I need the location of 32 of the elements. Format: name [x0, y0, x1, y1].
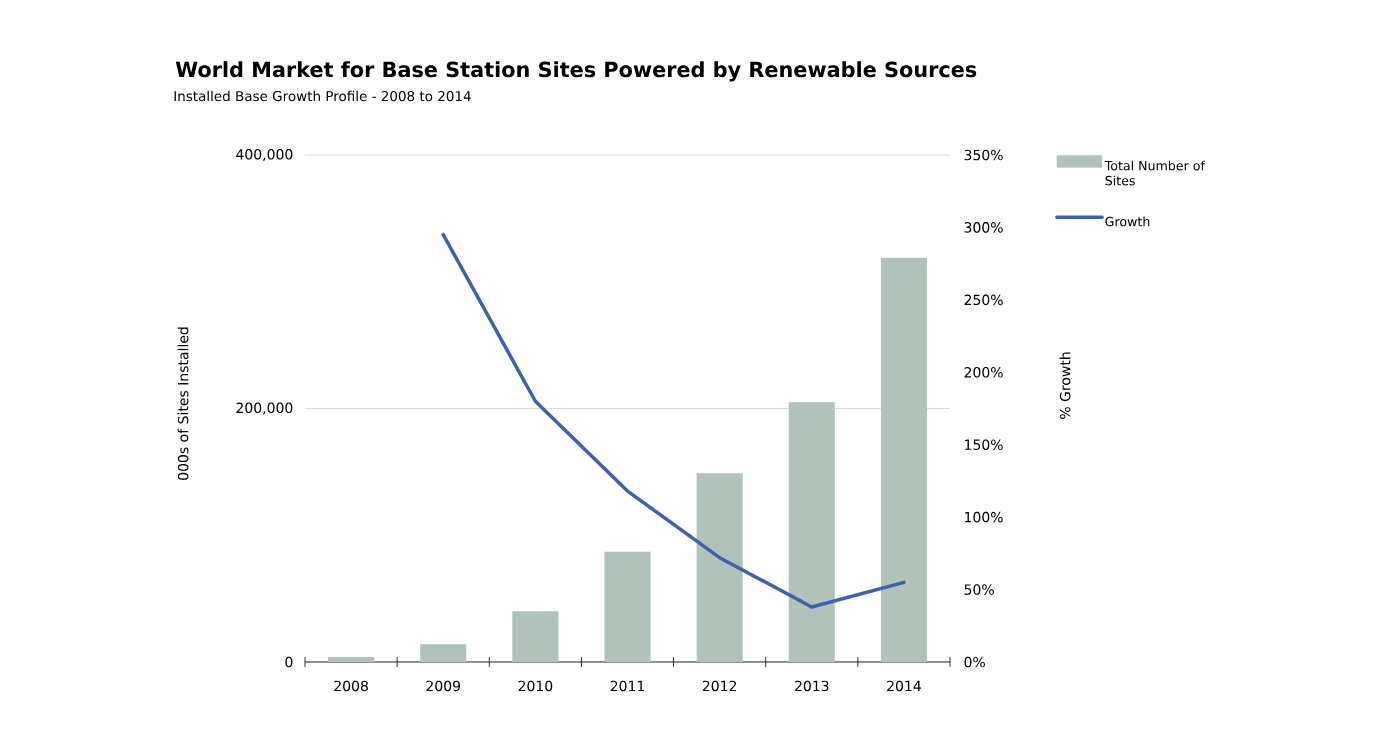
y-axis-title: 000s of Sites Installed — [177, 327, 189, 480]
x-tick-label: 2008 — [334, 680, 368, 692]
x-tick-label: 2010 — [518, 680, 553, 692]
y-tick-label: 400,000 — [236, 148, 293, 162]
bar — [696, 473, 743, 662]
y2-tick-label: 150% — [965, 439, 1003, 451]
legend-label: Growth — [1105, 216, 1150, 227]
y2-axis-title: % Growth — [1059, 352, 1071, 419]
bar — [880, 257, 927, 662]
chart-subtitle: Installed Base Growth Profile - 2008 to 2014 — [174, 90, 471, 102]
bar — [512, 611, 559, 662]
y-tick-label: 0 — [285, 656, 293, 668]
bar — [420, 644, 467, 662]
x-tick-label: 2011 — [610, 680, 645, 692]
x-tick-label: 2012 — [702, 680, 737, 692]
y2-tick-label: 250% — [964, 294, 1003, 306]
bar — [604, 551, 651, 662]
chart-title: World Market for Base Station Sites Powered by Renewable Sources — [175, 61, 977, 82]
x-tick-label: 2009 — [426, 680, 461, 692]
legend-label: Total Number of Sites — [1104, 160, 1206, 186]
y2-tick-label: 300% — [964, 222, 1003, 233]
y2-tick-label: 350% — [964, 149, 1003, 161]
y2-tick-label: 200% — [964, 366, 1003, 378]
y2-tick-label: 0% — [964, 656, 985, 668]
bar — [788, 402, 835, 662]
x-tick-label: 2013 — [794, 680, 829, 692]
y-tick-label: 200,000 — [236, 402, 293, 415]
x-tick-label: 2014 — [887, 680, 921, 692]
bar — [328, 656, 375, 662]
y2-tick-label: 100% — [965, 511, 1003, 523]
line-series — [441, 232, 906, 609]
y2-tick-label: 50% — [964, 584, 994, 595]
